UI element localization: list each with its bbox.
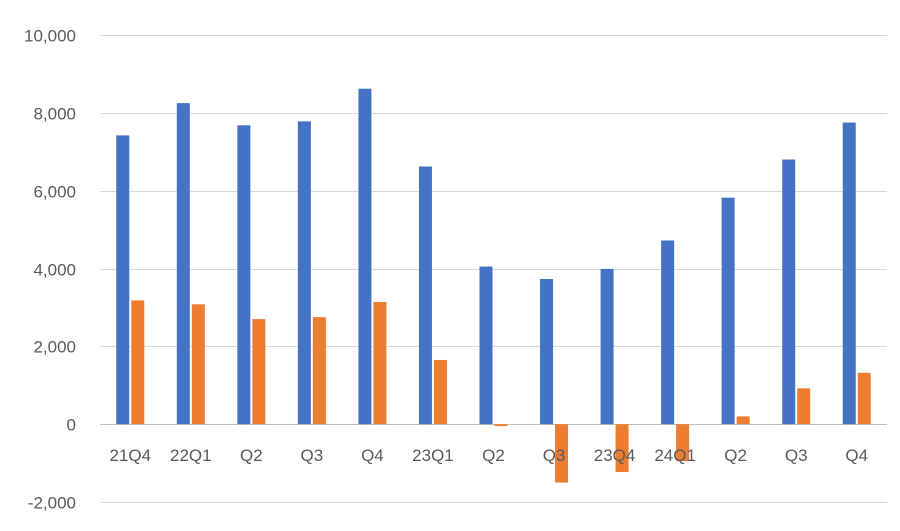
bar-series-2: [252, 319, 266, 425]
bar-series-2: [312, 317, 326, 425]
bar-series-1: [782, 159, 796, 425]
y-tick-label: 2,000: [33, 338, 76, 357]
y-tick-label: 10,000: [24, 27, 76, 46]
x-tick-label: Q2: [724, 446, 747, 465]
y-axis-tick-labels: -2,000 0 2,000 4,000 6,000 8,000 10,000: [24, 27, 76, 513]
bar-series-1: [479, 266, 493, 425]
bar-series-1: [176, 103, 190, 425]
x-tick-label: Q4: [845, 446, 868, 465]
bar-series-2: [676, 424, 690, 462]
bar-series-1: [842, 122, 856, 425]
bars: [116, 88, 871, 483]
bar-series-2: [131, 300, 145, 425]
y-tick-label: -2,000: [28, 494, 76, 513]
bar-series-1: [116, 135, 130, 425]
bar-series-2: [373, 301, 387, 425]
x-tick-label: 23Q4: [594, 446, 636, 465]
bar-series-2: [494, 424, 508, 427]
bar-series-1: [237, 125, 251, 425]
bar-series-1: [297, 121, 311, 425]
bar-series-2: [555, 424, 569, 483]
bar-series-1: [661, 240, 675, 425]
y-tick-label: 6,000: [33, 183, 76, 202]
gridlines: [100, 35, 887, 503]
x-tick-label: Q3: [785, 446, 808, 465]
bar-series-1: [600, 268, 614, 425]
bar-series-2: [191, 304, 205, 425]
y-tick-label: 0: [67, 416, 76, 435]
bar-series-1: [358, 88, 372, 425]
x-tick-label: Q3: [543, 446, 566, 465]
y-tick-label: 4,000: [33, 261, 76, 280]
bar-series-1: [540, 279, 554, 425]
x-tick-label: Q3: [301, 446, 324, 465]
x-tick-label: Q4: [361, 446, 384, 465]
bar-series-2: [615, 424, 629, 473]
bar-series-1: [721, 197, 735, 425]
bar-series-2: [857, 372, 871, 425]
x-tick-label: 21Q4: [109, 446, 151, 465]
bar-series-2: [736, 416, 750, 425]
x-tick-label: Q2: [482, 446, 505, 465]
bar-series-2: [797, 388, 811, 425]
bar-series-1: [418, 166, 432, 425]
x-tick-label: Q2: [240, 446, 263, 465]
bar-series-2: [433, 359, 447, 425]
x-axis-tick-labels: 21Q4 22Q1 Q2 Q3 Q4 23Q1 Q2 Q3 23Q4 24Q1 Q2 Q3 Q4: [109, 446, 868, 465]
x-tick-label: 24Q1: [654, 446, 696, 465]
y-tick-label: 8,000: [33, 105, 76, 124]
x-tick-label: 22Q1: [170, 446, 212, 465]
x-tick-label: 23Q1: [412, 446, 454, 465]
